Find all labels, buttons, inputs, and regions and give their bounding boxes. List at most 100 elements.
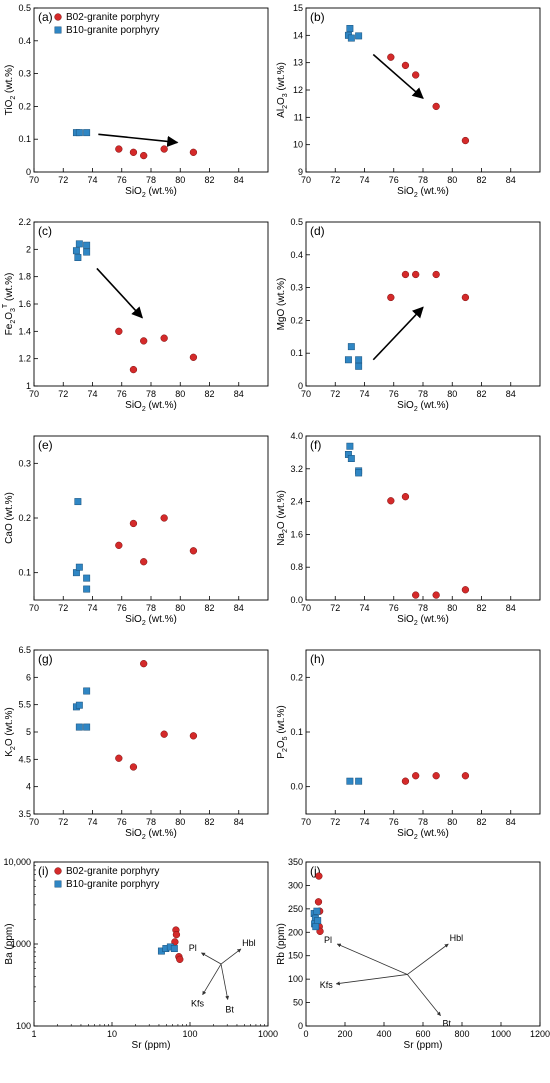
y-axis-title: Rb (ppm) xyxy=(276,923,287,965)
b02-point xyxy=(129,519,138,528)
x-axis-title: SiO2 (wt.%) xyxy=(125,186,177,199)
b10-point xyxy=(74,498,82,506)
b10-point xyxy=(74,254,82,261)
x-tick-label: 82 xyxy=(476,603,486,613)
x-tick-label: 78 xyxy=(146,603,156,613)
y-axis-title: Ba (ppm) xyxy=(4,923,15,964)
y-tick-label: 0.1 xyxy=(290,727,303,737)
x-tick-label: 70 xyxy=(301,389,311,399)
vector-bt xyxy=(220,963,230,1000)
y-tick-label: 10 xyxy=(293,140,303,150)
vector-label-kfs: Kfs xyxy=(320,980,334,990)
y-tick-label: 0.5 xyxy=(18,3,31,13)
x-tick-label: 70 xyxy=(29,389,39,399)
x-tick-label: 72 xyxy=(330,817,340,827)
x-tick-label: 78 xyxy=(418,603,428,613)
panel-b: 70 72 74 76 78 80 82 84 9 10 11 12 13 14 15 SiO2 (wt.%)… xyxy=(276,3,541,199)
plot-frame xyxy=(305,435,541,601)
legend-b02-label: B02-granite porphyry xyxy=(66,866,159,877)
b02-point xyxy=(432,102,440,111)
vector-label-kfs: Kfs xyxy=(191,998,205,1008)
b10-point xyxy=(312,923,320,931)
y-tick-label: 3.2 xyxy=(290,464,303,474)
vector-kfs xyxy=(335,974,408,986)
panel-label: (a) xyxy=(38,10,53,24)
b02-point xyxy=(115,327,123,335)
y-tick-label: 1.6 xyxy=(290,529,303,539)
y-axis-title: MgO (wt.%) xyxy=(276,278,287,331)
b02-point xyxy=(314,898,323,906)
b02-point xyxy=(189,148,198,156)
b10-point xyxy=(83,574,91,582)
x-tick-label: 1000 xyxy=(491,1029,511,1039)
plot-frame xyxy=(305,221,541,387)
y-tick-label: 0.8 xyxy=(290,562,303,572)
x-tick-label: 72 xyxy=(58,603,68,613)
x-tick-label: 76 xyxy=(389,175,399,185)
x-tick-label: 76 xyxy=(117,389,127,399)
y-tick-label: 100 xyxy=(288,974,303,984)
x-tick-label: 78 xyxy=(146,175,156,185)
x-tick-label: 76 xyxy=(117,603,127,613)
x-tick-label: 80 xyxy=(175,817,185,827)
x-tick-label: 0 xyxy=(303,1029,308,1039)
x-tick-label: 74 xyxy=(359,817,369,827)
x-tick-label: 80 xyxy=(175,389,185,399)
x-tick-label: 72 xyxy=(330,389,340,399)
y-axis-title: TiO2 (wt.%) xyxy=(4,65,17,116)
x-tick-label: 82 xyxy=(204,817,214,827)
x-tick-label: 80 xyxy=(447,175,457,185)
b10-point xyxy=(72,247,80,255)
legend-b10-marker xyxy=(54,26,62,34)
x-tick-label: 600 xyxy=(415,1029,430,1039)
x-axis-title: SiO2 (wt.%) xyxy=(125,400,177,413)
vector-label-pl: Pl xyxy=(324,935,332,945)
y-axis-title: Fe2O3T (wt.%) xyxy=(2,273,17,336)
y-tick-label: 14 xyxy=(293,30,303,40)
x-tick-label: 72 xyxy=(330,175,340,185)
y-tick-label: 5 xyxy=(26,727,31,737)
y-tick-label: 1000 xyxy=(11,939,31,949)
x-axis-title: Sr (ppm) xyxy=(404,1040,443,1051)
b02-point xyxy=(160,145,168,153)
x-tick-label: 70 xyxy=(29,817,39,827)
b02-point xyxy=(412,270,420,279)
vector-pl xyxy=(336,943,408,975)
b02-point xyxy=(461,293,470,302)
b02-point xyxy=(129,365,138,374)
y-tick-label: 1.8 xyxy=(18,272,31,282)
b10-point xyxy=(83,723,91,731)
b10-point xyxy=(83,585,91,593)
legend-b10-marker xyxy=(54,880,62,888)
x-axis-title: SiO2 (wt.%) xyxy=(397,828,449,841)
x-tick-label: 80 xyxy=(175,603,185,613)
panel-label: (d) xyxy=(310,224,325,238)
legend-b10-label: B10-granite porphyry xyxy=(66,25,159,36)
y-tick-label: 200 xyxy=(288,927,303,937)
y-tick-label: 4.0 xyxy=(290,431,303,441)
x-tick-label: 1000 xyxy=(258,1029,278,1039)
y-tick-label: 0.3 xyxy=(290,283,303,293)
y-tick-label: 0.2 xyxy=(18,513,31,523)
b10-point xyxy=(75,701,83,709)
vector-pl xyxy=(201,952,222,965)
x-tick-label: 70 xyxy=(301,817,311,827)
x-tick-label: 78 xyxy=(418,389,428,399)
x-axis-title: Sr (ppm) xyxy=(132,1040,171,1051)
b02-point xyxy=(160,730,168,738)
y-tick-label: 1.2 xyxy=(18,354,31,364)
b02-point xyxy=(115,541,123,549)
panel-c: 70 72 74 76 78 80 82 84 1 1.2 1.4 1.6 1.8 2 2.2 SiO2 (w… xyxy=(2,217,269,413)
b02-point xyxy=(461,772,470,780)
y-tick-label: 4.5 xyxy=(18,754,31,764)
y-tick-label: 13 xyxy=(293,58,303,68)
y-axis-title: Na2O (wt.%) xyxy=(276,490,289,546)
b02-point xyxy=(387,53,395,61)
vector-label-bt: Bt xyxy=(443,1018,452,1028)
plot-frame xyxy=(33,649,269,815)
y-tick-label: 1.6 xyxy=(18,299,31,309)
b10-point xyxy=(355,362,363,370)
b10-point xyxy=(355,469,363,477)
y-tick-label: 0 xyxy=(298,381,303,391)
